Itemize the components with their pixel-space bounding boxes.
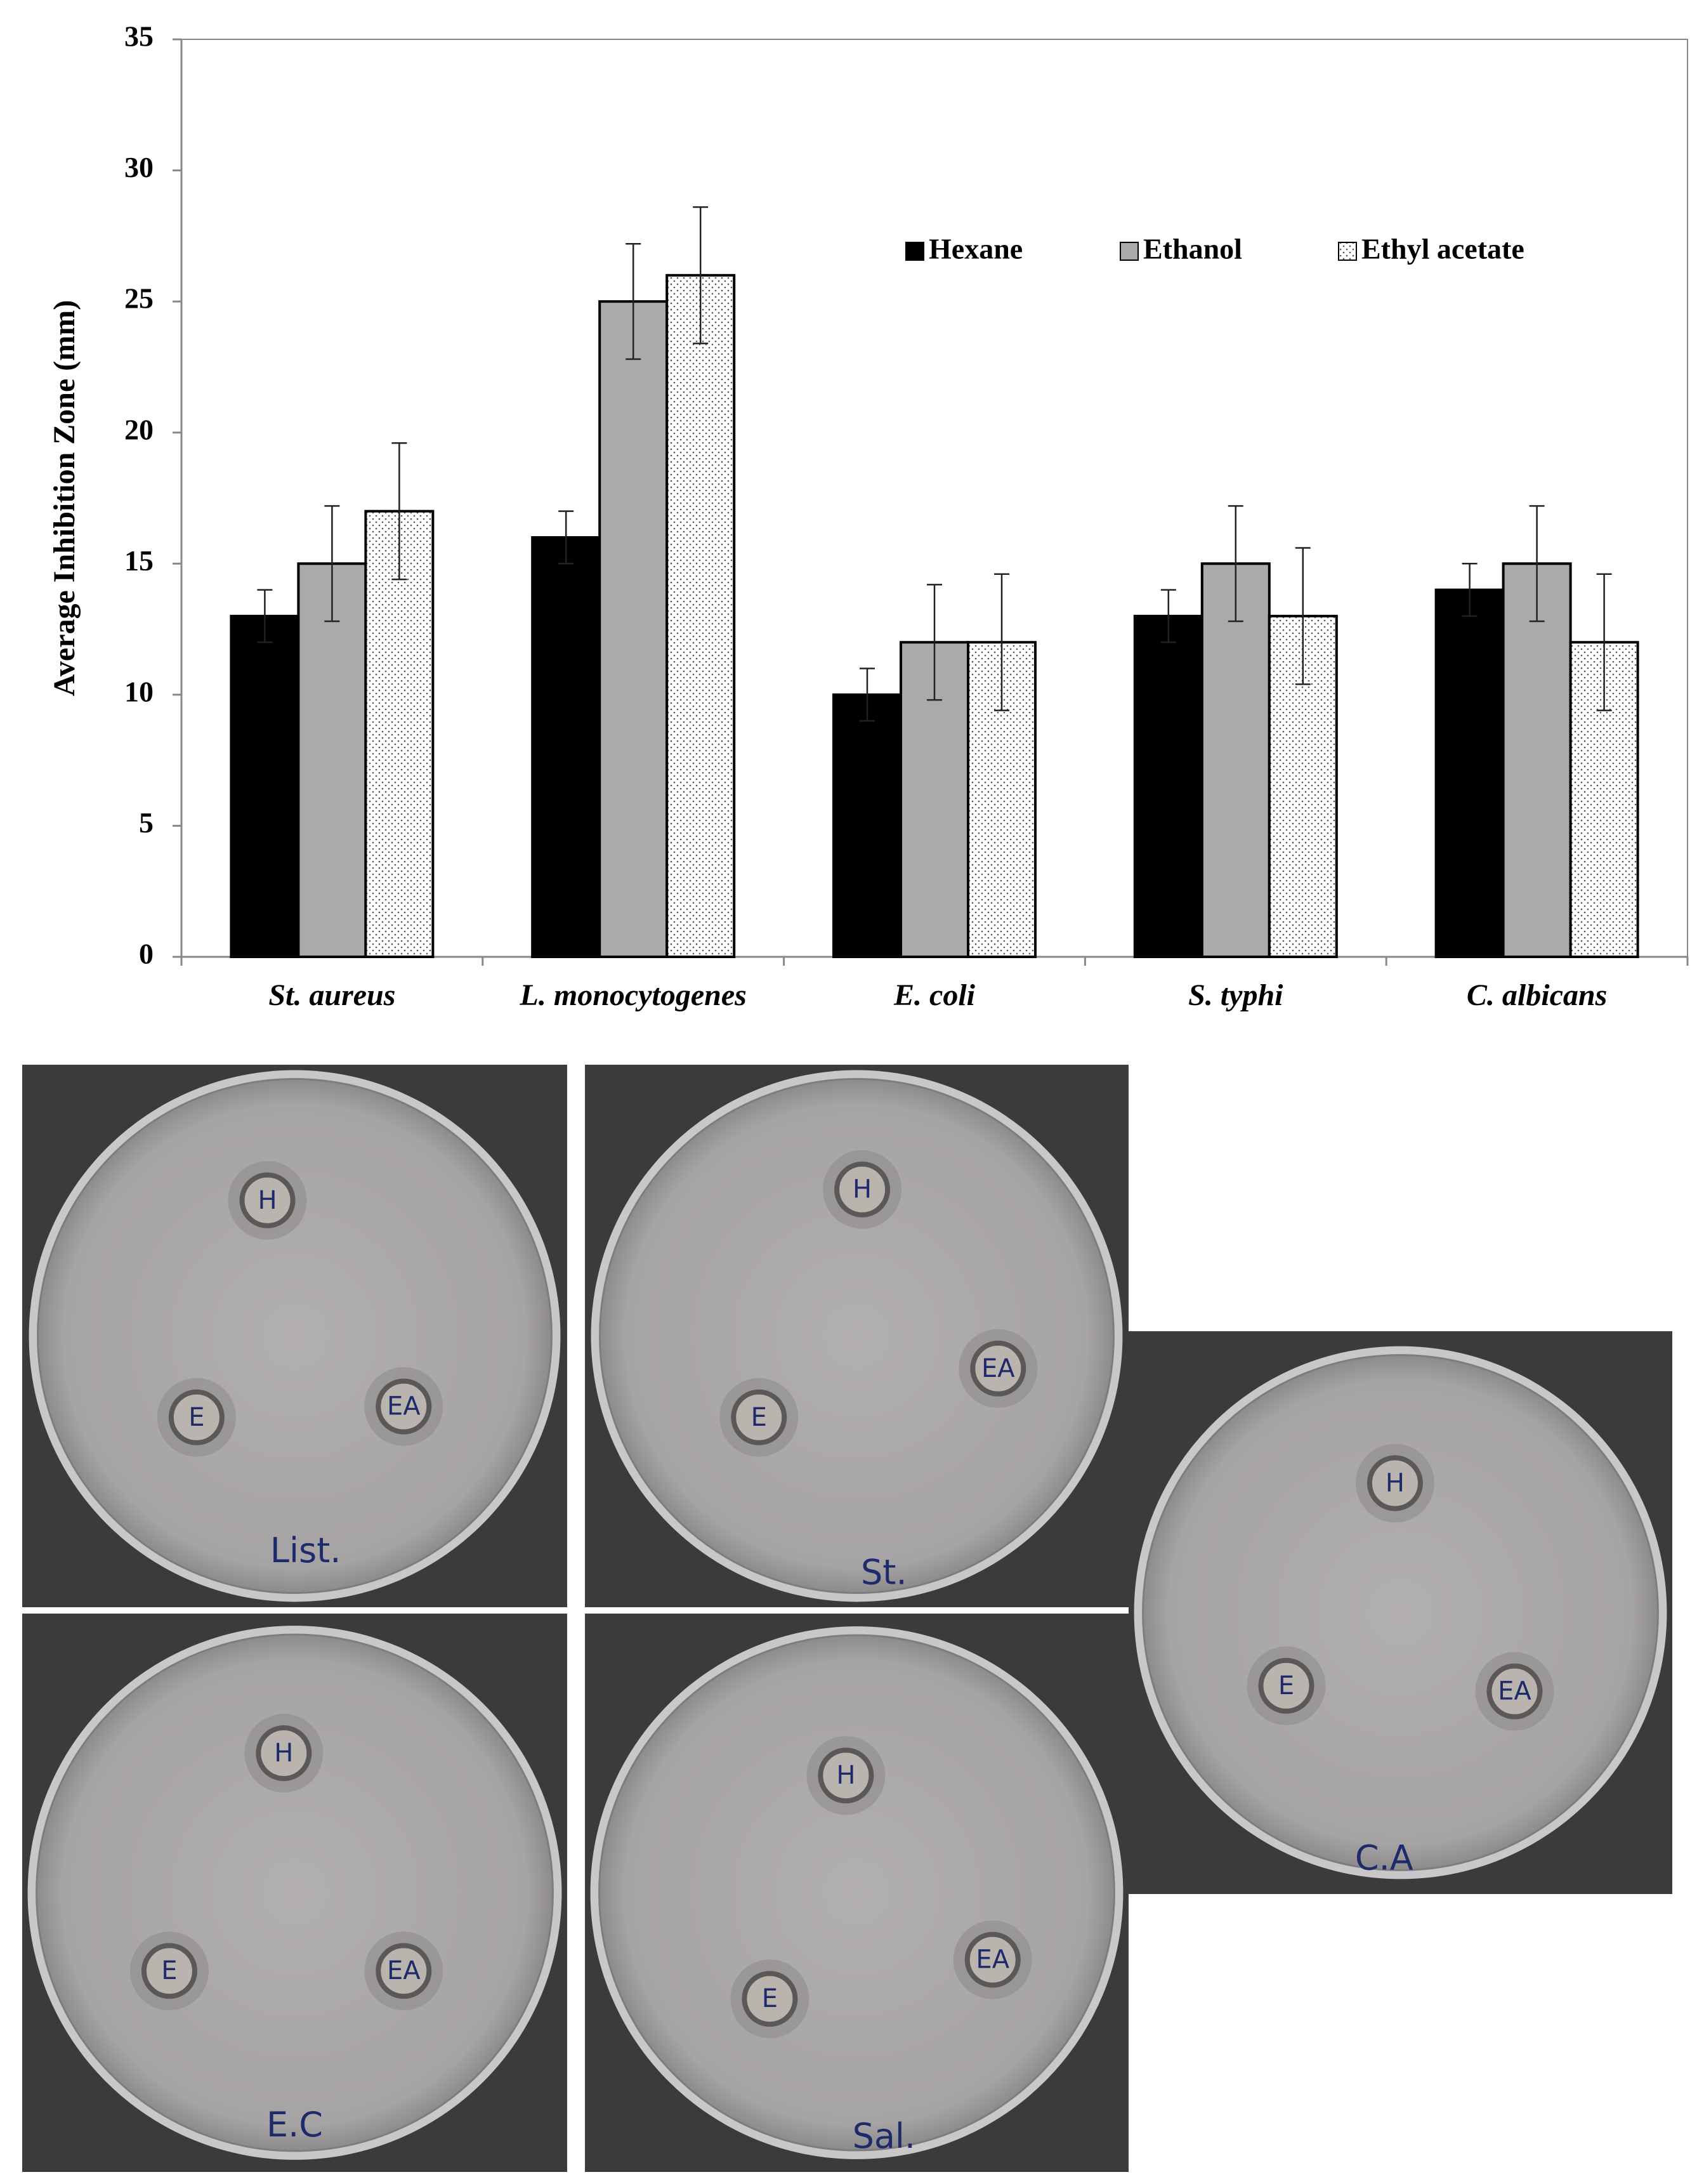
well	[964, 1931, 1021, 1988]
dish-agar	[37, 1078, 553, 1594]
bar	[1502, 562, 1572, 958]
error-bar	[1295, 547, 1311, 685]
error-bar	[391, 442, 407, 581]
legend-label: Hexane	[929, 233, 1023, 265]
plate-label: St.	[861, 1552, 907, 1592]
x-tick-label: S. typhi	[1188, 978, 1283, 1012]
error-bar	[693, 206, 709, 345]
well	[834, 1161, 891, 1218]
well	[256, 1725, 312, 1781]
well-label: E	[1278, 1671, 1294, 1700]
error-bar	[860, 668, 875, 722]
error-bar	[994, 573, 1009, 711]
bar	[297, 562, 367, 958]
y-tick-label: 0	[139, 938, 154, 970]
plate-photo: H E EA St.	[585, 1065, 1129, 1607]
plate-photo: H E EA E.C	[22, 1614, 567, 2172]
y-tick-label: 5	[139, 806, 154, 839]
bar	[1133, 614, 1203, 958]
well-label: H	[258, 1186, 277, 1215]
well-label: E	[188, 1403, 204, 1432]
error-bar	[324, 505, 340, 622]
well-label: EA	[981, 1354, 1015, 1383]
dish-agar	[1142, 1354, 1659, 1871]
plate-photo: H E EA List.	[22, 1065, 567, 1607]
error-bar	[558, 510, 574, 565]
well	[1366, 1455, 1423, 1511]
y-tick-label: 15	[124, 544, 154, 577]
well	[376, 1378, 432, 1435]
well	[239, 1172, 296, 1228]
well	[168, 1389, 225, 1445]
error-bar	[257, 589, 273, 643]
error-bar	[1160, 589, 1176, 643]
well-label: E	[751, 1403, 767, 1432]
bar	[832, 693, 902, 959]
well	[1486, 1663, 1543, 1720]
x-tick-label: E. coli	[893, 978, 976, 1012]
well	[731, 1389, 787, 1445]
error-bar	[927, 584, 942, 701]
well	[376, 1943, 432, 1999]
well	[141, 1943, 197, 1999]
well	[818, 1747, 874, 1804]
legend-swatch	[905, 242, 924, 261]
x-tick-label: L. monocytogenes	[520, 978, 747, 1012]
plate-label: C.A	[1355, 1838, 1413, 1878]
bar	[1434, 588, 1505, 958]
well-label: EA	[387, 1392, 421, 1421]
y-tick-label: 20	[124, 413, 154, 445]
well	[1258, 1657, 1314, 1714]
well	[742, 1971, 798, 2027]
well-label: E	[161, 1956, 177, 1985]
well	[970, 1340, 1026, 1397]
dish-agar	[599, 1078, 1115, 1594]
bar	[665, 273, 736, 958]
well-label: H	[853, 1175, 872, 1204]
legend-label: Ethanol	[1143, 233, 1242, 265]
plate-label: E.C	[266, 2105, 323, 2145]
x-tick-label: St. aureus	[268, 978, 395, 1012]
bar	[1200, 562, 1271, 958]
bar	[531, 536, 601, 958]
error-bar	[1596, 573, 1612, 711]
plate-label: List.	[270, 1530, 341, 1570]
plate-photo: H E EA Sal.	[585, 1614, 1129, 2172]
y-tick-label: 10	[124, 675, 154, 707]
legend-swatch	[1120, 242, 1139, 261]
bar	[364, 510, 435, 958]
well-label: H	[1386, 1468, 1405, 1497]
y-tick-label: 35	[124, 20, 154, 53]
legend-swatch	[1338, 242, 1357, 261]
bar	[598, 300, 669, 959]
well-label: EA	[1498, 1677, 1531, 1706]
y-tick-label: 30	[124, 151, 154, 183]
y-tick-label: 25	[124, 282, 154, 315]
error-bar	[1462, 563, 1478, 617]
bar	[230, 614, 300, 958]
well-label: H	[836, 1761, 855, 1790]
dish-agar	[36, 1633, 554, 2152]
plate-photo: H E EA C.A	[1129, 1331, 1672, 1894]
legend-label: Ethyl acetate	[1361, 233, 1524, 265]
well-label: EA	[387, 1956, 421, 1985]
plate-label: Sal.	[853, 2116, 916, 2156]
well-label: E	[762, 1984, 778, 2013]
well-label: EA	[976, 1945, 1009, 1975]
error-bar	[626, 243, 641, 360]
y-axis-label: Average Inhibition Zone (mm)	[48, 300, 81, 696]
error-bar	[1529, 505, 1545, 622]
x-tick-label: C. albicans	[1467, 978, 1607, 1012]
error-bar	[1228, 505, 1243, 622]
well-label: H	[274, 1739, 293, 1768]
dish-agar	[598, 1634, 1115, 2152]
